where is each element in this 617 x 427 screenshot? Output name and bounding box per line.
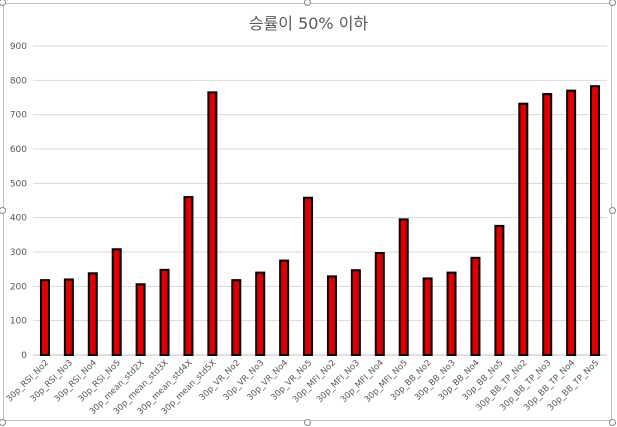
y-tick-label: 600 bbox=[10, 145, 27, 155]
bar bbox=[398, 218, 409, 356]
y-tick-label: 800 bbox=[10, 76, 27, 86]
bar bbox=[207, 91, 218, 356]
y-tick-label: 0 bbox=[21, 351, 27, 361]
y-axis-ticks: 0 100 200 300 400 500 600 700 800 900 bbox=[10, 42, 27, 361]
resize-handle-bottom-right[interactable] bbox=[609, 419, 616, 426]
bar bbox=[39, 279, 50, 356]
y-tick-label: 100 bbox=[10, 317, 27, 327]
bar bbox=[470, 256, 481, 356]
bar bbox=[183, 196, 194, 356]
bar bbox=[326, 275, 337, 357]
bar bbox=[135, 283, 146, 357]
resize-handle-top-left[interactable] bbox=[0, 0, 6, 6]
gridlines bbox=[33, 45, 607, 356]
y-tick-label: 400 bbox=[10, 214, 27, 224]
bar bbox=[63, 278, 74, 357]
y-tick-label: 500 bbox=[10, 179, 27, 189]
bar bbox=[111, 248, 122, 356]
bar bbox=[159, 268, 170, 356]
chart-title: 승률이 50% 이하 bbox=[248, 14, 369, 33]
resize-handle-top[interactable] bbox=[304, 0, 311, 6]
resize-handle-bottom[interactable] bbox=[304, 419, 311, 426]
resize-handle-bottom-left[interactable] bbox=[0, 419, 6, 426]
resize-handle-right[interactable] bbox=[609, 207, 616, 214]
bar bbox=[590, 85, 601, 356]
resize-handle-top-right[interactable] bbox=[609, 0, 616, 6]
y-tick-label: 200 bbox=[10, 282, 27, 292]
y-tick-label: 700 bbox=[10, 111, 27, 121]
bar bbox=[350, 269, 361, 356]
bar bbox=[87, 272, 98, 356]
bar bbox=[279, 259, 290, 357]
x-axis-ticks: 30p_RSI_No230p_RSI_No330p_RSI_No430p_RSI… bbox=[5, 358, 601, 417]
bar bbox=[422, 277, 433, 357]
bar bbox=[566, 89, 577, 356]
bar bbox=[446, 271, 457, 357]
bars bbox=[39, 85, 601, 357]
bar bbox=[542, 93, 553, 356]
bar bbox=[518, 102, 529, 357]
y-tick-label: 900 bbox=[10, 42, 27, 52]
bar bbox=[255, 271, 266, 357]
resize-handle-left[interactable] bbox=[0, 207, 6, 214]
bar bbox=[374, 252, 385, 356]
bar bbox=[231, 279, 242, 356]
bar bbox=[494, 224, 505, 356]
y-tick-label: 300 bbox=[10, 248, 27, 258]
bar bbox=[303, 196, 314, 356]
